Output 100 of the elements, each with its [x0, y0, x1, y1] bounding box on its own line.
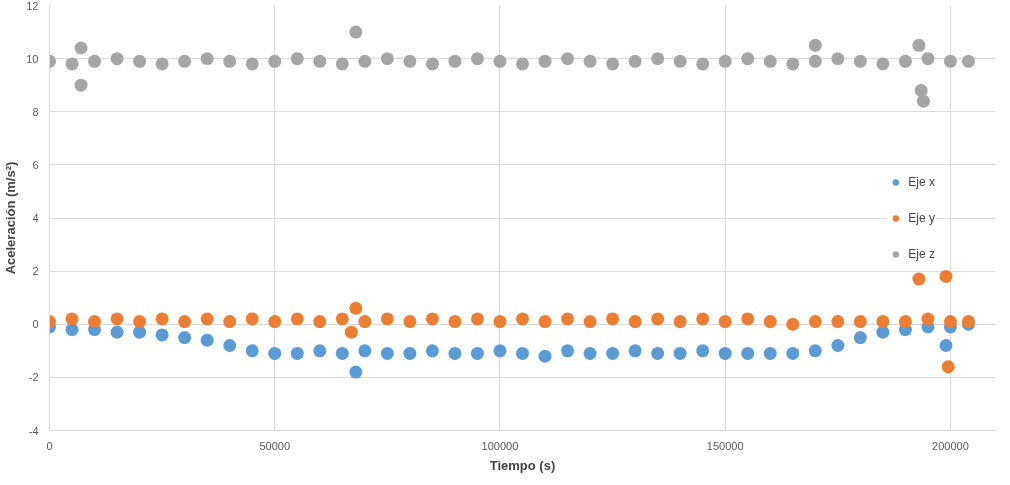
point [763, 315, 777, 329]
y-tick-label: 2 [32, 265, 39, 278]
y-tick-label: 12 [26, 0, 39, 12]
point [673, 54, 687, 68]
point [223, 54, 237, 68]
point [916, 94, 930, 108]
point [110, 52, 124, 66]
point [696, 344, 710, 358]
legend-label: Eje z [908, 246, 935, 261]
point [448, 54, 462, 68]
x-tick-label: 50000 [259, 439, 291, 452]
point [335, 312, 349, 326]
point [912, 272, 926, 286]
point [941, 360, 955, 374]
point [178, 315, 192, 329]
point [516, 312, 529, 326]
point [583, 346, 597, 360]
point [358, 344, 372, 358]
point [344, 325, 358, 339]
point [470, 312, 484, 326]
x-tick-label: 0 [46, 439, 53, 452]
point [290, 346, 304, 360]
point [583, 315, 597, 329]
point [898, 315, 912, 329]
point [65, 57, 79, 71]
point [74, 78, 88, 92]
y-tick-label: -4 [28, 424, 39, 437]
point [358, 54, 372, 68]
point [912, 38, 926, 52]
point [939, 339, 953, 352]
point [673, 346, 687, 360]
point [268, 315, 282, 329]
point [425, 57, 439, 71]
point [516, 57, 529, 71]
point [921, 312, 935, 326]
point [583, 54, 597, 68]
point [651, 346, 665, 360]
point [313, 54, 327, 68]
point [628, 315, 642, 329]
y-tick-label: 10 [26, 52, 39, 65]
point [606, 57, 620, 71]
point [718, 54, 732, 68]
y-tick-label: 0 [32, 318, 39, 331]
point [876, 315, 890, 329]
point [178, 331, 192, 345]
point [200, 312, 214, 326]
point [493, 344, 507, 358]
point [961, 54, 975, 68]
point [763, 54, 777, 68]
point [786, 346, 800, 360]
point [470, 52, 484, 66]
point [245, 344, 259, 358]
x-tick-label: 150000 [706, 439, 744, 452]
y-tick-label: 6 [32, 158, 39, 171]
point [943, 315, 957, 329]
point [380, 346, 394, 360]
point [651, 52, 665, 66]
point [628, 344, 642, 358]
point [65, 323, 79, 337]
point [876, 57, 890, 71]
legend-label: Eje y [908, 210, 935, 225]
point [425, 344, 439, 358]
point [223, 315, 237, 329]
point [696, 312, 710, 326]
point [155, 57, 169, 71]
point [831, 339, 845, 352]
point [741, 312, 755, 326]
point [349, 301, 363, 315]
point [853, 315, 867, 329]
x-tick-label: 200000 [932, 439, 969, 452]
point [808, 344, 822, 358]
point [133, 54, 147, 68]
point [538, 315, 552, 329]
point [718, 346, 732, 360]
point [349, 365, 363, 379]
point [853, 331, 867, 345]
y-tick-label: -2 [28, 371, 39, 384]
point [268, 54, 282, 68]
point [200, 333, 214, 347]
y-axis-title: Aceleración (m/s²) [3, 161, 19, 275]
point [741, 52, 755, 66]
point [313, 344, 327, 358]
point [808, 315, 822, 329]
point [808, 54, 822, 68]
point [538, 349, 552, 363]
point [290, 52, 304, 66]
point [403, 346, 417, 360]
point [561, 312, 575, 326]
x-axis-title: Tiempo (s) [489, 457, 556, 473]
point [516, 346, 529, 360]
point [786, 57, 800, 71]
point [133, 315, 147, 329]
point [448, 315, 462, 329]
point [448, 346, 462, 360]
x-tick-label: 100000 [481, 439, 519, 452]
point [853, 54, 867, 68]
point [178, 54, 192, 68]
point [606, 346, 620, 360]
point [268, 346, 282, 360]
point [245, 312, 259, 326]
